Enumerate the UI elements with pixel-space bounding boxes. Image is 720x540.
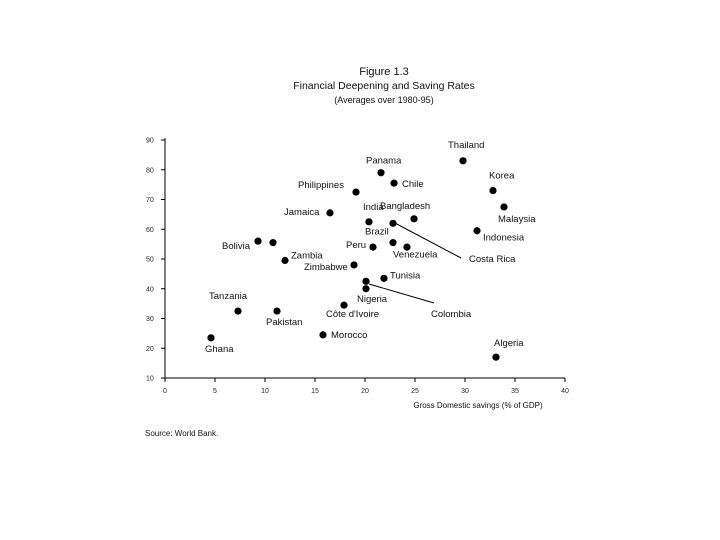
- scatter-point: [410, 215, 418, 223]
- x-tick-label: 10: [261, 388, 269, 395]
- y-tick-label: 70: [146, 197, 154, 204]
- point-label: Indonesia: [483, 233, 525, 244]
- point-label: Thailand: [448, 140, 484, 151]
- scatter-point: [389, 239, 397, 247]
- leader-lines: [368, 221, 462, 304]
- x-tick-label: 0: [163, 388, 167, 395]
- y-tick-label: 50: [146, 257, 154, 264]
- point-label: Korea: [489, 171, 515, 182]
- y-tick-label: 80: [146, 167, 154, 174]
- point-label: Chile: [402, 179, 424, 190]
- figure-title: Financial Deepening and Saving Rates: [293, 80, 475, 92]
- point-label: Jamaica: [284, 207, 320, 218]
- scatter-point: [389, 219, 397, 227]
- scatter-point: [362, 285, 370, 293]
- point-label: Zambia: [291, 250, 323, 261]
- scatter-point: [459, 157, 467, 165]
- x-tick-label: 30: [461, 388, 469, 395]
- x-tick-label: 5: [213, 388, 217, 395]
- y-tick-label: 10: [146, 376, 154, 383]
- x-tick-label: 15: [311, 388, 319, 395]
- point-label: Brazil: [365, 227, 389, 238]
- scatter-point: [365, 218, 373, 226]
- point-label: Panama: [366, 156, 402, 167]
- y-tick-label: 40: [146, 286, 154, 293]
- scatter-point: [234, 307, 242, 315]
- scatter-point: [352, 188, 360, 196]
- point-label: Philippines: [298, 180, 344, 191]
- point-label: Malaysia: [498, 214, 536, 225]
- scatter-point: [380, 274, 388, 282]
- point-label: Peru: [346, 240, 366, 251]
- scatter-point: [340, 301, 348, 309]
- scatter-point: [319, 331, 327, 339]
- y-tick-label: 30: [146, 316, 154, 323]
- leader-line: [392, 221, 462, 259]
- point-label: Tunisia: [390, 270, 421, 281]
- point-label: India: [363, 202, 384, 213]
- x-tick-label: 25: [411, 388, 419, 395]
- point-labels: Thailand Panama Chile Korea Philippines Malay…: [205, 140, 536, 355]
- source-note: Source: World Bank.: [145, 429, 219, 438]
- scatter-point: [489, 186, 497, 195]
- data-points: [207, 157, 508, 361]
- point-label: Bolivia: [222, 241, 251, 252]
- scatter-point: [369, 243, 377, 251]
- figure-subtitle: (Averages over 1980-95): [334, 95, 434, 105]
- point-label: Algeria: [494, 338, 524, 349]
- scatter-point: [207, 334, 215, 342]
- leader-line: [368, 283, 435, 304]
- point-label: Morocco: [331, 330, 367, 341]
- annotation-label: Colombia: [431, 309, 472, 320]
- scatter-point: [269, 239, 277, 247]
- scatter-point: [273, 307, 281, 315]
- scatter-point: [390, 179, 398, 187]
- y-tick-label: 60: [146, 227, 154, 234]
- point-label: Ghana: [205, 344, 234, 355]
- scatter-point: [473, 227, 481, 235]
- x-tick-label: 40: [561, 388, 569, 395]
- annotation-label: Venezuela: [393, 250, 438, 261]
- point-label: Côte d'Ivoire: [326, 309, 379, 320]
- scatter-point: [403, 243, 411, 251]
- y-tick-label: 90: [146, 138, 154, 145]
- scatter-point: [326, 209, 334, 217]
- scatter-point: [281, 256, 289, 265]
- x-axis-label: Gross Domestic savings (% of GDP): [413, 401, 543, 410]
- scatter-point: [377, 169, 385, 177]
- point-label: Tanzania: [209, 291, 248, 302]
- scatter-point: [350, 261, 358, 269]
- point-label: Pakistan: [266, 317, 302, 328]
- scatter-point: [362, 277, 370, 285]
- x-tick-label: 20: [361, 388, 369, 395]
- scatter-point: [254, 237, 262, 245]
- annotation-label: Costa Rica: [469, 254, 516, 265]
- scatter-point: [500, 203, 508, 211]
- scatter-point: [492, 353, 500, 361]
- y-tick-label: 20: [146, 346, 154, 353]
- point-label: Bangladesh: [380, 201, 430, 212]
- point-label: Nigeria: [357, 294, 388, 305]
- x-tick-label: 35: [511, 388, 519, 395]
- chart-axes: 10 20 30 40 50 60 70 80 90 0 5 10 15 20 25 30 35 40: [146, 138, 569, 396]
- point-label: Zimbabwe: [304, 262, 348, 273]
- figure-number: Figure 1.3: [359, 66, 409, 78]
